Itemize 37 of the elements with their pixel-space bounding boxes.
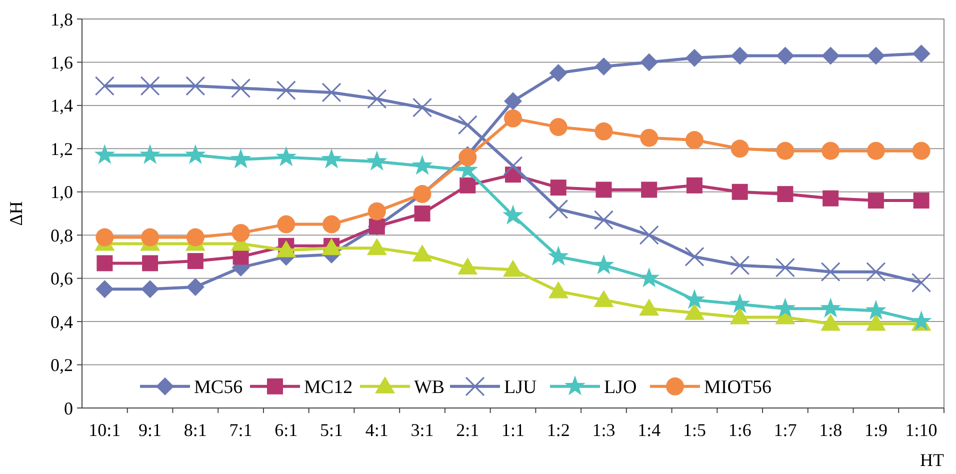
x-axis-title: HT <box>920 450 944 470</box>
x-tick-label: 9:1 <box>138 420 162 440</box>
x-tick-label: 1:9 <box>864 420 888 440</box>
x-tick-label: 2:1 <box>456 420 480 440</box>
x-tick-label: 1:1 <box>501 420 525 440</box>
y-tick-label: 0,8 <box>50 225 73 246</box>
x-tick-label: 1:4 <box>638 420 661 440</box>
x-tick-label: 5:1 <box>320 420 344 440</box>
y-tick-label: 1,0 <box>50 182 73 202</box>
y-tick-label: 0,4 <box>50 312 73 332</box>
y-tick-label: 0,6 <box>50 268 73 289</box>
x-tick-label: 3:1 <box>410 420 434 440</box>
legend-label: MC12 <box>304 377 353 398</box>
x-tick-label: 1:3 <box>592 420 616 440</box>
y-tick-label: 1,8 <box>50 9 73 30</box>
x-tick-label: 7:1 <box>229 420 252 440</box>
y-tick-label: 0 <box>64 398 73 418</box>
y-tick-label: 0,2 <box>50 355 73 376</box>
y-tick-label: 1,4 <box>50 96 73 116</box>
x-tick-label: 1:5 <box>682 420 706 440</box>
x-tick-label: 1:8 <box>819 420 842 440</box>
y-axis-title: ΔH <box>6 201 26 226</box>
x-tick-label: 1:2 <box>546 420 570 440</box>
x-tick-label: 6:1 <box>274 420 298 440</box>
x-tick-label: 4:1 <box>365 420 388 440</box>
legend-label: WB <box>414 377 445 398</box>
legend-label: LJU <box>504 377 537 398</box>
legend-label: MC56 <box>194 377 243 398</box>
x-tick-label: 8:1 <box>184 420 207 440</box>
legend-label: LJO <box>604 377 637 398</box>
y-tick-label: 1,2 <box>50 138 73 159</box>
x-tick-label: 1:6 <box>728 420 752 440</box>
legend-label: MIOT56 <box>704 377 772 398</box>
y-tick-label: 1,6 <box>50 52 73 73</box>
x-tick-label: 1:10 <box>905 420 938 440</box>
x-tick-label: 10:1 <box>88 420 121 440</box>
x-tick-label: 1:7 <box>774 420 797 440</box>
